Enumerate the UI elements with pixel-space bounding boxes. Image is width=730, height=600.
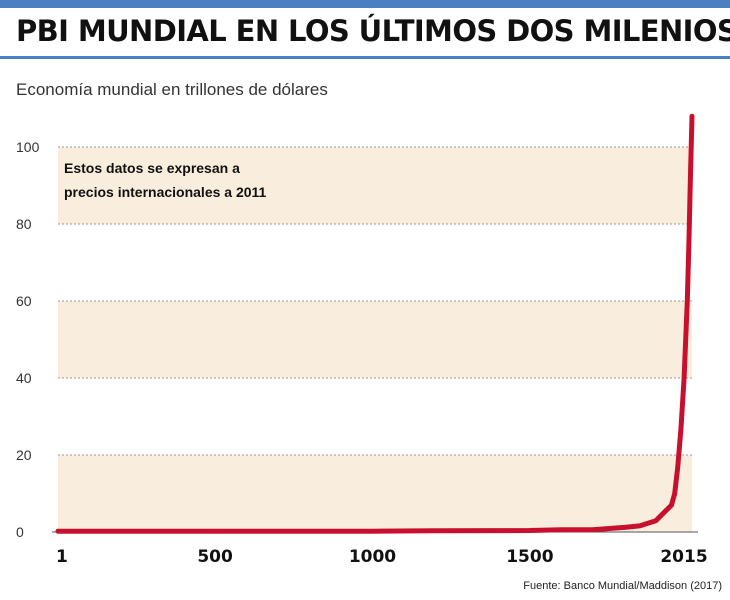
data-point: [685, 298, 690, 304]
background-band-0: [58, 455, 692, 532]
chart-annotation-line: Estos datos se expresan a: [64, 160, 240, 176]
data-point: [212, 529, 218, 534]
data-point: [622, 525, 627, 530]
top-accent-bar: [0, 0, 730, 8]
background-band-2: [58, 147, 692, 224]
y-tick-label: 20: [16, 447, 32, 463]
data-point: [675, 464, 681, 469]
data-point: [433, 528, 438, 534]
y-tick-label: 100: [16, 139, 40, 155]
background-band-1: [58, 301, 692, 378]
data-point: [370, 529, 375, 534]
x-tick-label: 1500: [506, 547, 553, 567]
data-point: [681, 375, 687, 381]
data-point: [590, 527, 596, 532]
source-note: Fuente: Banco Mundial/Maddison (2017): [523, 580, 722, 592]
y-tick-label: 0: [16, 524, 24, 540]
data-point: [672, 491, 677, 496]
data-point: [527, 528, 533, 533]
x-tick-label: 1: [56, 547, 68, 567]
x-tick-label: 2015: [660, 547, 707, 567]
chart-subtitle: Economía mundial en trillones de dólares: [16, 80, 328, 99]
x-tick-label: 1000: [349, 547, 396, 567]
title-rule: [0, 56, 730, 59]
data-point: [689, 114, 695, 119]
data-point: [55, 529, 61, 534]
y-tick-label: 40: [16, 370, 32, 386]
data-point: [559, 527, 564, 532]
chart-annotation-line: precios internacionales a 2011: [64, 184, 267, 200]
data-point: [686, 241, 692, 246]
series-line-0: [55, 113, 695, 534]
data-point: [653, 518, 658, 524]
data-point: [657, 514, 663, 519]
chart-title: PBI MUNDIAL EN LOS ÚLTIMOS DOS MILENIOS: [16, 14, 730, 48]
y-tick-label: 60: [16, 293, 32, 309]
data-point: [678, 425, 684, 431]
data-point: [669, 502, 674, 508]
data-point: [688, 175, 693, 180]
x-tick-label: 500: [197, 547, 233, 567]
data-point: [637, 523, 643, 529]
y-tick-label: 80: [16, 216, 32, 232]
